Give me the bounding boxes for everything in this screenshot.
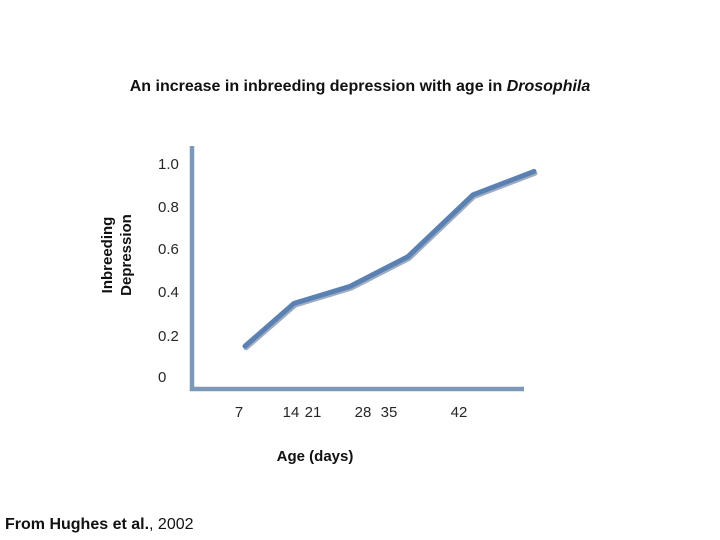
- y-tick-label: 0.6: [158, 241, 179, 258]
- chart-title-text: An increase in inbreeding depression wit…: [129, 78, 507, 95]
- y-tick-label: 0.4: [158, 284, 179, 301]
- x-tick-label: 7: [234, 404, 244, 421]
- citation-year: , 2002: [149, 516, 194, 533]
- y-tick-label: 0: [158, 369, 167, 386]
- x-tick-label: 28: [354, 404, 372, 421]
- x-tick-label: 35: [380, 404, 398, 421]
- x-axis-title: Age (days): [276, 448, 354, 465]
- data-line: [242, 168, 537, 349]
- citation-authors: From Hughes et al.: [5, 516, 150, 533]
- data-line-shadow: [243, 171, 538, 351]
- chart-title-species-italic: Drosophila: [506, 78, 591, 95]
- chart-title: An increase in inbreeding depression wit…: [0, 77, 720, 97]
- y-tick-label: 0.2: [158, 328, 179, 345]
- x-tick-label: 21: [304, 404, 322, 421]
- y-tick-label: 1.0: [158, 156, 179, 173]
- citation: From Hughes et al., 2002: [5, 515, 194, 535]
- x-tick-label: 42: [450, 404, 468, 421]
- y-tick-label: 0.8: [158, 199, 179, 216]
- x-tick-label: 14: [282, 404, 300, 421]
